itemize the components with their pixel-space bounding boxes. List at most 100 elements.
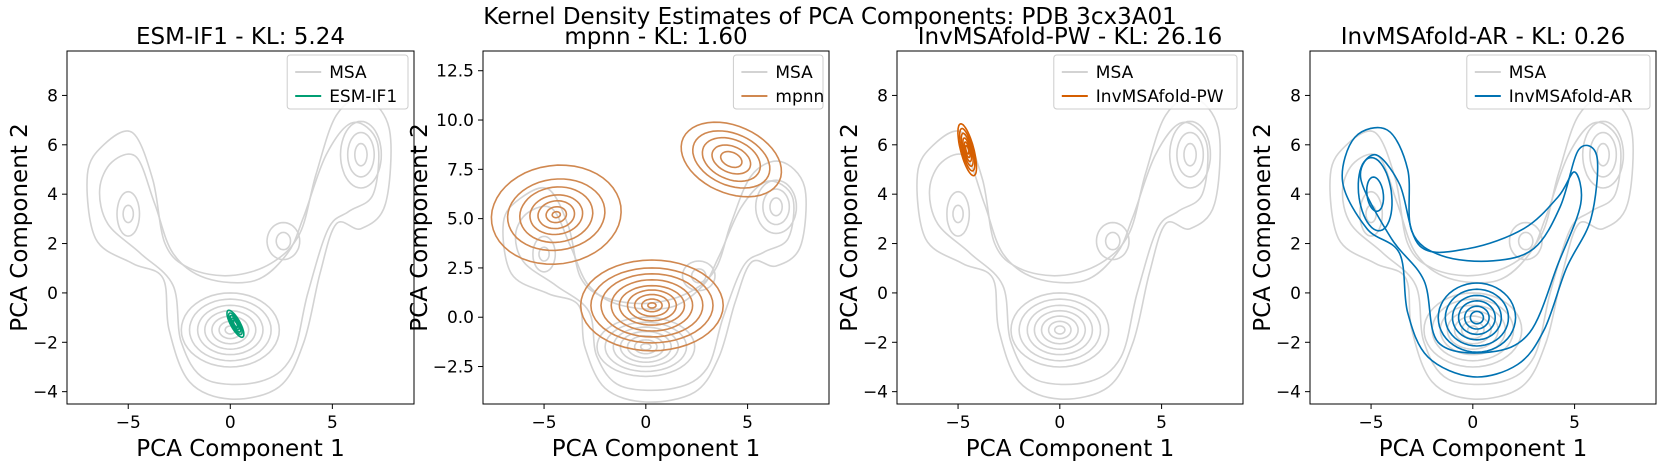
msa-mode-1-contour-5 <box>1040 315 1079 345</box>
x-tick-label: 5 <box>1156 413 1167 433</box>
model-mode-1-contour-4 <box>962 137 973 163</box>
y-tick-label: −4 <box>1276 383 1301 403</box>
msa-mode-3-contour-3 <box>769 197 784 217</box>
x-tick-label: −5 <box>1359 413 1384 433</box>
panel-1: −5 0 5 −4 −2 0 2 4 6 8 ESM-IF1 - KL: 5.24 PCA Compo… <box>7 24 415 462</box>
y-tick-label: 8 <box>877 86 888 106</box>
model-mode-1-contour-6 <box>964 144 970 155</box>
model-mode-1-contour-4 <box>1457 299 1497 336</box>
model-mode-3-contour-3 <box>701 136 762 183</box>
x-axis-label: PCA Component 1 <box>136 436 344 462</box>
msa-outer-contour-1 <box>916 96 1221 400</box>
axes-frame <box>482 50 830 405</box>
msa-mode-4-contour-2 <box>1104 231 1121 251</box>
x-axis-label: PCA Component 1 <box>966 436 1174 462</box>
msa-mode-1-contour-5 <box>1453 315 1492 345</box>
msa-mode-1-contour-6 <box>1460 320 1485 340</box>
model-contours <box>957 122 978 177</box>
msa-mode-2-contour-2 <box>952 204 964 224</box>
x-tick-label: 0 <box>1054 413 1065 433</box>
x-tick-label: 5 <box>742 413 753 433</box>
y-tick-label: 10.0 <box>436 111 474 131</box>
msa-mode-3-contour-2 <box>762 188 791 226</box>
model-mode-1-contour-8 <box>641 298 663 313</box>
model-mode-2-contour-2 <box>506 178 606 252</box>
msa-mode-1-contour-1 <box>1423 292 1523 368</box>
model-outer-contour-1 <box>1341 126 1599 378</box>
y-tick-label: 4 <box>47 185 58 205</box>
model-mode-1-contour-5 <box>963 141 971 159</box>
model-mode-1-contour-1 <box>1437 282 1517 354</box>
x-tick-label: −5 <box>532 413 557 433</box>
y-tick-label: 7.5 <box>447 160 474 180</box>
model-mode-1-contour-6 <box>1469 310 1485 325</box>
plot-area <box>86 96 392 400</box>
msa-mode-2-contour-1 <box>946 190 971 237</box>
msa-outer-contour-1 <box>502 160 807 403</box>
y-tick-label: 6 <box>47 136 58 156</box>
msa-mode-2-contour-2 <box>122 204 135 224</box>
msa-mode-1-contour-1 <box>180 292 281 368</box>
msa-mode-1-contour-2 <box>1018 298 1102 362</box>
figure-title: Kernel Density Estimates of PCA Componen… <box>483 4 1176 30</box>
msa-mode-2-contour-2 <box>1365 204 1377 224</box>
msa-outer-contour-1 <box>1329 96 1634 400</box>
model-mode-1-contour-4 <box>610 278 694 332</box>
legend-label-1: MSA <box>329 63 367 83</box>
y-tick-label: 2 <box>47 235 58 255</box>
legend-label-1: MSA <box>1509 63 1547 83</box>
x-tick-label: 0 <box>1467 413 1478 433</box>
model-contours <box>1341 126 1599 378</box>
y-tick-label: 2.5 <box>447 259 474 279</box>
msa-mode-4-contour-2 <box>1517 231 1534 251</box>
model-mode-1-contour-2 <box>958 127 976 172</box>
axes-frame <box>66 50 415 405</box>
model-mode-1-contour-7 <box>633 293 671 317</box>
legend-label-2: mpnn <box>775 87 824 107</box>
panel-title: InvMSAfold-AR - KL: 0.26 <box>1341 24 1626 50</box>
y-tick-label: −4 <box>33 383 58 403</box>
msa-outer-contour-1 <box>86 96 392 400</box>
msa-mode-3-contour-3 <box>1596 142 1611 167</box>
y-tick-label: 0 <box>1290 284 1301 304</box>
y-tick-label: 4 <box>1290 185 1301 205</box>
msa-mode-1-contour-2 <box>604 321 688 373</box>
legend-label-2: ESM-IF1 <box>329 87 397 107</box>
legend: MSA ESM-IF1 <box>286 54 409 110</box>
y-tick-label: −2 <box>863 333 888 353</box>
msa-mode-3-contour-1 <box>1581 120 1625 189</box>
model-mode-2-contour-2 <box>1365 176 1385 213</box>
legend-label-2: InvMSAfold-PW <box>1096 87 1224 107</box>
y-axis-label: PCA Component 2 <box>1250 123 1276 331</box>
model-mode-2-contour-7 <box>551 210 562 219</box>
model-mode-1-contour-5 <box>1463 305 1490 330</box>
msa-mode-1-contour-6 <box>1047 320 1072 340</box>
model-mode-1-contour-3 <box>960 132 974 167</box>
y-tick-label: 6 <box>877 136 888 156</box>
msa-contours <box>86 96 392 400</box>
msa-mode-1-contour-6 <box>633 339 658 355</box>
model-mode-2-contour-4 <box>529 194 584 236</box>
msa-mode-3-contour-1 <box>754 179 798 235</box>
model-mode-1-contour-1 <box>579 259 725 352</box>
legend-box <box>1053 54 1238 110</box>
panel-title: InvMSAfold-PW - KL: 26.16 <box>918 24 1223 50</box>
msa-mode-3-contour-1 <box>1168 120 1212 189</box>
panel-4: −5 0 5 −4 −2 0 2 4 6 8 InvMSAfold-AR - KL: 0.26 PCA… <box>1250 24 1657 462</box>
y-tick-label: 4 <box>877 185 888 205</box>
panel-title: mpnn - KL: 1.60 <box>564 24 747 50</box>
axes-frame <box>896 50 1244 405</box>
model-contours <box>490 121 783 352</box>
x-tick-label: 5 <box>327 413 338 433</box>
y-axis-label: PCA Component 2 <box>837 123 863 331</box>
model-mode-1-contour-6 <box>626 289 678 322</box>
x-tick-label: 5 <box>1569 413 1580 433</box>
y-tick-label: 8 <box>1290 86 1301 106</box>
y-tick-label: 0.0 <box>447 308 474 328</box>
x-tick-label: 0 <box>640 413 651 433</box>
y-tick-label: −2 <box>33 333 58 353</box>
model-mode-3-contour-5 <box>719 150 743 169</box>
msa-mode-3-contour-2 <box>1589 131 1618 178</box>
y-tick-label: −2.5 <box>433 358 474 378</box>
